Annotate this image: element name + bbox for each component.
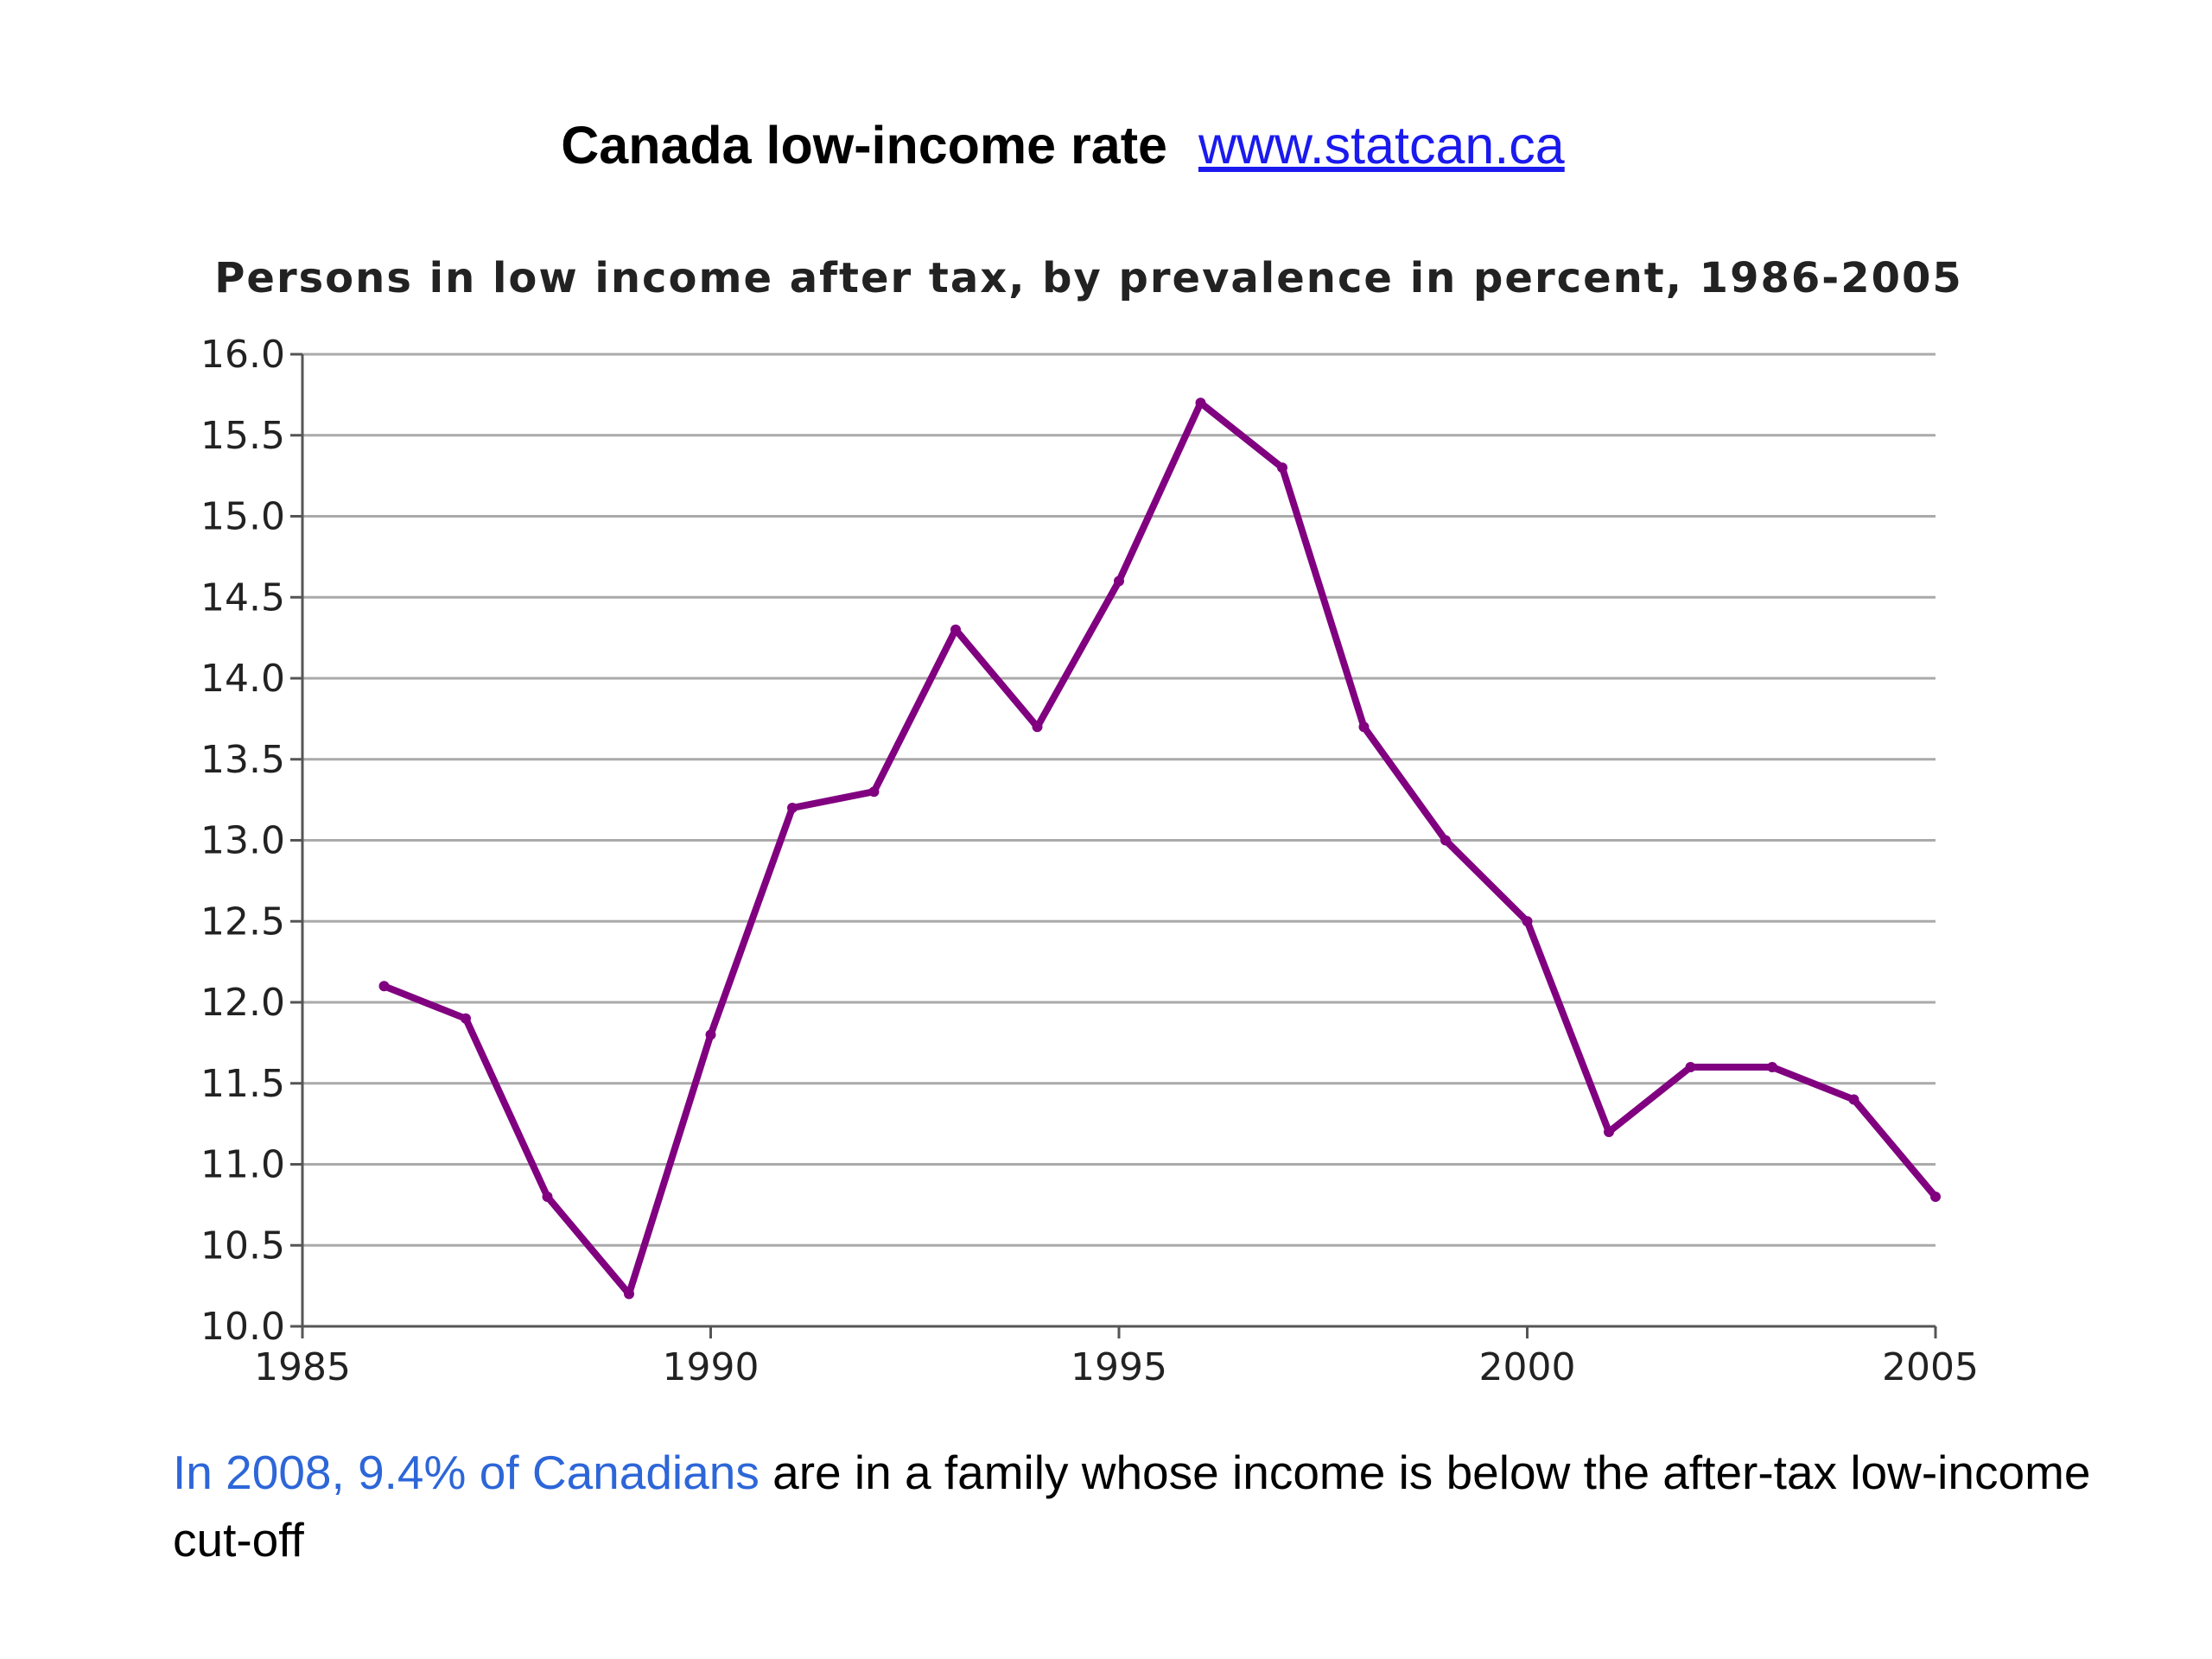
data-point-1986 (378, 981, 390, 992)
grid-lines (302, 353, 1936, 1328)
data-point-2001 (1604, 1127, 1614, 1137)
y-tick-label-12.0: 12.0 (200, 981, 285, 1025)
y-tick-label-15.5: 15.5 (200, 414, 285, 458)
y-tick-label-10.5: 10.5 (200, 1224, 285, 1268)
slide-title: Canada low-income rate www.statcan.ca (0, 111, 2126, 180)
y-tick-label-11.0: 11.0 (200, 1143, 285, 1187)
data-point-2003 (1767, 1062, 1777, 1072)
x-tick-label-1985: 1985 (254, 1345, 351, 1389)
data-point-1988 (542, 1192, 553, 1202)
series-line-0 (380, 399, 1939, 1298)
data-point-1991 (787, 803, 798, 813)
data-point-1995 (1114, 575, 1124, 587)
y-tick-label-10.0: 10.0 (200, 1305, 285, 1349)
y-tick-label-11.5: 11.5 (200, 1062, 285, 1106)
data-point-2004 (1848, 1094, 1859, 1105)
y-tick-label-13.5: 13.5 (200, 738, 285, 782)
caption-rest: are in a family whose income is below th… (173, 1446, 2091, 1567)
y-tick-label-16.0: 16.0 (200, 333, 285, 377)
data-point-1989 (624, 1288, 634, 1300)
x-tick-label-1990: 1990 (663, 1345, 760, 1389)
y-tick-label-14.5: 14.5 (200, 575, 285, 620)
data-point-1994 (1032, 721, 1043, 733)
y-tick-label-13.0: 13.0 (200, 819, 285, 863)
y-axis-ticks: 10.0 10.5 11.0 11.5 12.0 12.5 13.0 13.5 14.0 14.5… (200, 333, 302, 1349)
data-point-2005 (1930, 1192, 1941, 1202)
chart-title: Persons in low income after tax, by prev… (214, 254, 1963, 302)
data-point-1990 (705, 1029, 716, 1040)
data-point-1997 (1277, 462, 1287, 474)
x-axis-ticks: 1985 1990 1995 2000 2005 (254, 1326, 1979, 1389)
data-point-1993 (950, 624, 961, 635)
x-tick-label-2000: 2000 (1479, 1345, 1576, 1389)
x-tick-label-1995: 1995 (1071, 1345, 1167, 1389)
line-chart: 10.0 10.5 11.0 11.5 12.0 12.5 13.0 13.5 14.0 14.5… (200, 333, 1979, 1389)
data-point-1999 (1440, 835, 1451, 846)
slide-title-text: Canada low-income rate (561, 116, 1167, 175)
data-point-1987 (461, 1013, 471, 1024)
data-point-1996 (1195, 397, 1206, 409)
source-link[interactable]: www.statcan.ca (1198, 116, 1565, 175)
data-point-2002 (1685, 1062, 1696, 1072)
y-tick-label-12.5: 12.5 (200, 899, 285, 944)
y-tick-label-15.0: 15.0 (200, 495, 285, 539)
x-tick-label-2005: 2005 (1882, 1345, 1979, 1389)
caption-highlight: In 2008, 9.4% of Canadians (173, 1446, 760, 1499)
data-point-1992 (868, 786, 880, 798)
series-layer (378, 397, 1941, 1300)
data-point-2000 (1522, 916, 1533, 927)
y-tick-label-14.0: 14.0 (200, 657, 285, 701)
data-point-1998 (1358, 721, 1370, 733)
caption: In 2008, 9.4% of Canadians are in a fami… (173, 1439, 2108, 1573)
